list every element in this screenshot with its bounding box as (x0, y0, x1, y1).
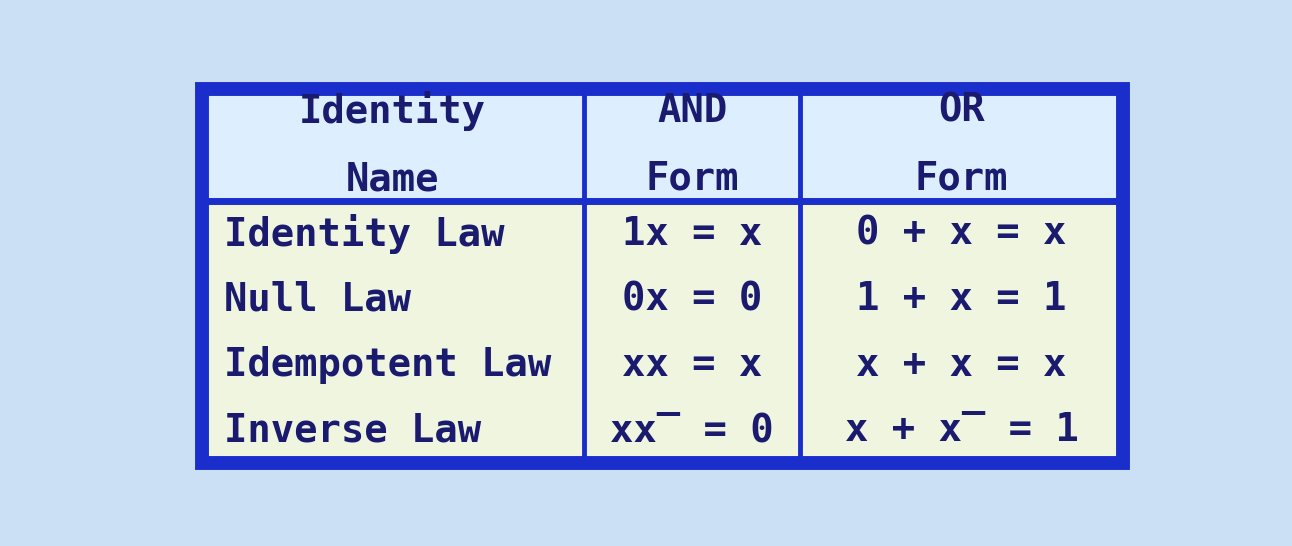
Text: 0x = 0: 0x = 0 (621, 280, 762, 318)
Text: AND
Form: AND Form (645, 92, 739, 198)
Text: 1 + x = 1: 1 + x = 1 (857, 280, 1067, 318)
Text: x + x = x: x + x = x (857, 346, 1067, 384)
Text: Null Law: Null Law (224, 280, 411, 318)
Text: Inverse Law: Inverse Law (224, 411, 481, 449)
Text: 1x = x: 1x = x (621, 215, 762, 253)
Text: Identity
Name: Identity Name (300, 91, 486, 199)
Text: 0 + x = x: 0 + x = x (857, 215, 1067, 253)
Bar (202, 88, 1123, 463)
Text: OR
Form: OR Form (915, 92, 1008, 198)
Bar (202, 201, 1123, 463)
Text: Identity Law: Identity Law (224, 213, 504, 254)
Text: xx̅ = 0: xx̅ = 0 (610, 411, 774, 449)
Text: xx = x: xx = x (621, 346, 762, 384)
Bar (202, 88, 1123, 201)
Text: x + x̅ = 1: x + x̅ = 1 (845, 411, 1079, 449)
Text: Idempotent Law: Idempotent Law (224, 346, 550, 384)
